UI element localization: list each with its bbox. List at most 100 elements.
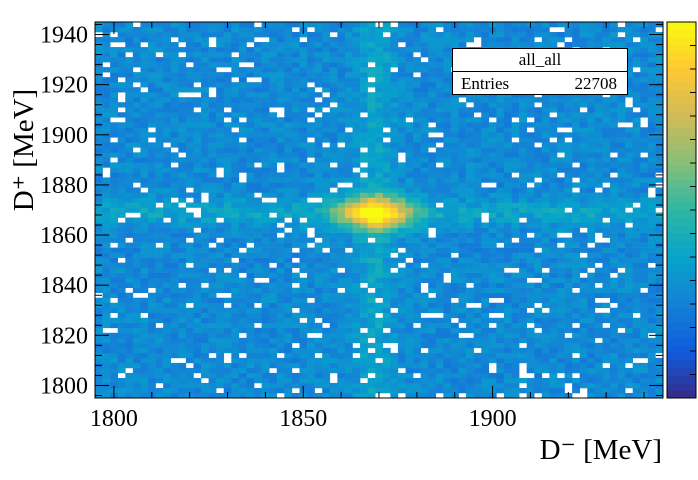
heatmap-cell bbox=[314, 357, 323, 364]
heatmap-cell bbox=[246, 237, 255, 243]
heatmap-cell bbox=[352, 392, 361, 399]
heatmap-cell bbox=[185, 82, 194, 88]
heatmap-cell bbox=[254, 167, 262, 173]
heatmap-cell bbox=[314, 222, 323, 228]
heatmap-cell bbox=[148, 332, 156, 339]
heatmap-cell bbox=[269, 152, 278, 158]
heatmap-cell bbox=[299, 357, 308, 364]
heatmap-cell bbox=[291, 87, 300, 93]
heatmap-cell bbox=[201, 382, 209, 389]
heatmap-cell bbox=[148, 212, 156, 218]
heatmap-cell bbox=[594, 367, 603, 374]
heatmap-cell bbox=[602, 102, 611, 108]
heatmap-cell bbox=[140, 162, 149, 168]
heatmap-cell bbox=[420, 342, 429, 349]
heatmap-cell bbox=[594, 347, 603, 354]
heatmap-cell bbox=[382, 257, 391, 263]
heatmap-cell bbox=[299, 242, 308, 248]
heatmap-cell bbox=[420, 62, 429, 68]
heatmap-cell bbox=[481, 207, 490, 213]
heatmap-cell bbox=[102, 357, 111, 364]
heatmap-cell bbox=[609, 222, 618, 228]
heatmap-cell bbox=[163, 382, 172, 389]
heatmap-cell bbox=[322, 137, 331, 143]
heatmap-cell bbox=[443, 322, 452, 329]
heatmap-cell bbox=[299, 207, 308, 213]
heatmap-cell bbox=[170, 157, 179, 163]
heatmap-cell bbox=[609, 157, 618, 163]
heatmap-cell bbox=[148, 47, 156, 53]
heatmap-cell bbox=[458, 207, 467, 213]
heatmap-cell bbox=[117, 382, 126, 389]
heatmap-cell bbox=[148, 67, 156, 73]
heatmap-cell bbox=[132, 317, 141, 324]
heatmap-cell bbox=[367, 97, 376, 103]
heatmap-cell bbox=[284, 272, 293, 278]
heatmap-cell bbox=[322, 242, 331, 248]
heatmap-cell bbox=[360, 177, 368, 183]
heatmap-cell bbox=[564, 202, 573, 208]
heatmap-cell bbox=[382, 307, 391, 314]
heatmap-cell bbox=[185, 162, 194, 168]
heatmap-cell bbox=[390, 332, 399, 339]
heatmap-cell bbox=[390, 297, 399, 304]
heatmap-cell bbox=[488, 97, 497, 103]
heatmap-cell bbox=[466, 147, 474, 153]
heatmap-cell bbox=[314, 177, 323, 183]
heatmap-cell bbox=[382, 92, 391, 98]
heatmap-cell bbox=[413, 387, 421, 394]
heatmap-cell bbox=[450, 382, 459, 389]
heatmap-cell bbox=[488, 302, 497, 309]
heatmap-cell bbox=[261, 112, 270, 118]
heatmap-cell bbox=[503, 237, 512, 243]
heatmap-cell bbox=[632, 177, 641, 183]
heatmap-cell bbox=[572, 297, 580, 304]
heatmap-cell bbox=[117, 37, 126, 43]
heatmap-cell bbox=[458, 242, 467, 248]
heatmap-cell bbox=[216, 97, 225, 103]
heatmap-cell bbox=[284, 312, 293, 319]
heatmap-cell bbox=[466, 387, 474, 394]
heatmap-cell bbox=[322, 122, 331, 128]
heatmap-cell bbox=[496, 192, 505, 198]
heatmap-cell bbox=[299, 367, 308, 374]
heatmap-cell bbox=[420, 197, 429, 203]
heatmap-cell bbox=[269, 122, 278, 128]
heatmap-cell bbox=[397, 82, 406, 88]
heatmap-cell bbox=[178, 147, 187, 153]
heatmap-cell bbox=[299, 377, 308, 384]
heatmap-cell bbox=[284, 97, 293, 103]
heatmap-cell bbox=[587, 187, 596, 193]
heatmap-cell bbox=[594, 252, 603, 258]
heatmap-cell bbox=[420, 212, 429, 218]
heatmap-cell bbox=[102, 342, 111, 349]
heatmap-cell bbox=[473, 272, 482, 278]
heatmap-cell bbox=[367, 67, 376, 73]
heatmap-cell bbox=[511, 262, 520, 268]
heatmap-cell bbox=[238, 267, 247, 273]
heatmap-cell bbox=[572, 257, 580, 263]
heatmap-cell bbox=[526, 272, 535, 278]
heatmap-cell bbox=[269, 147, 278, 153]
heatmap-cell bbox=[352, 182, 361, 188]
heatmap-cell bbox=[102, 367, 111, 374]
heatmap-cell bbox=[322, 162, 331, 168]
heatmap-cell bbox=[307, 317, 315, 324]
heatmap-cell bbox=[307, 282, 315, 288]
heatmap-cell bbox=[352, 87, 361, 93]
heatmap-cell bbox=[397, 217, 406, 223]
heatmap-cell bbox=[148, 142, 156, 148]
heatmap-cell bbox=[360, 362, 368, 369]
heatmap-cell bbox=[496, 342, 505, 349]
heatmap-cell bbox=[488, 132, 497, 138]
heatmap-cell bbox=[284, 387, 293, 394]
heatmap-cell bbox=[609, 42, 618, 48]
heatmap-cell bbox=[238, 167, 247, 173]
heatmap-cell bbox=[223, 252, 232, 258]
heatmap-cell bbox=[337, 62, 346, 68]
heatmap-cell bbox=[314, 92, 323, 98]
heatmap-cell bbox=[261, 367, 270, 374]
heatmap-cell bbox=[390, 272, 399, 278]
heatmap-cell bbox=[269, 127, 278, 133]
heatmap-cell bbox=[193, 152, 202, 158]
